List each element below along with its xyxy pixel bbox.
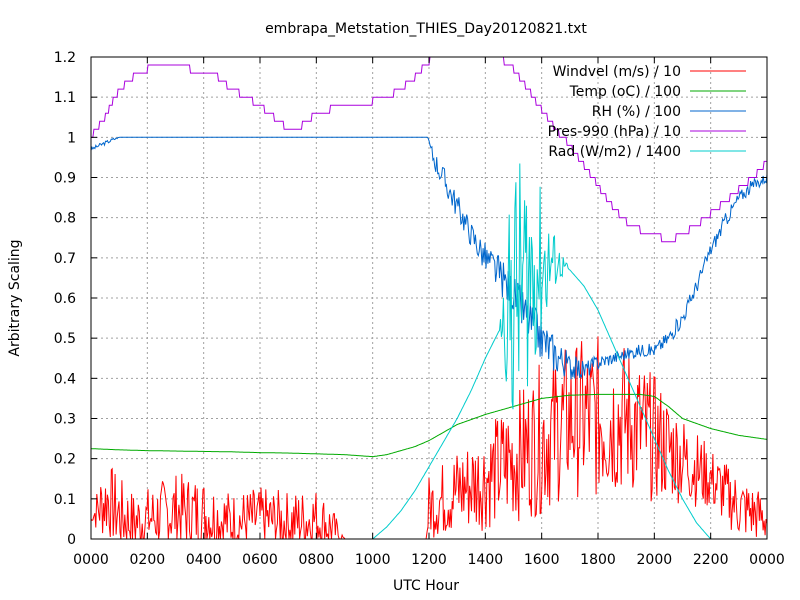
legend-entry-label: Windvel (m/s) / 10 xyxy=(553,64,681,80)
axis-ticks xyxy=(90,56,768,540)
y-tick-label: 0.1 xyxy=(54,492,76,508)
y-tick-label: 0.2 xyxy=(54,452,76,468)
y-tick-label: 0.8 xyxy=(54,211,76,227)
x-tick-label: 1000 xyxy=(355,552,391,568)
y-tick-label: 0.5 xyxy=(54,331,76,347)
legend-entry-label: Pres-990 (hPa) / 10 xyxy=(548,124,681,140)
y-tick-label: 1 xyxy=(67,130,76,146)
x-tick-label: 0200 xyxy=(130,552,166,568)
series-line xyxy=(91,57,767,243)
x-tick-label: 1600 xyxy=(524,552,560,568)
y-tick-label: 1.2 xyxy=(54,50,76,66)
y-tick-label: 0.9 xyxy=(54,171,76,187)
legend: Windvel (m/s) / 10 Temp (oC) / 100 RH (%) … xyxy=(548,64,746,160)
x-tick-label: 0000 xyxy=(73,552,109,568)
y-tick-label: 0.3 xyxy=(54,412,76,428)
x-tick-label: 0000 xyxy=(749,552,785,568)
y-tick-label: 0.6 xyxy=(54,291,76,307)
x-axis-label: UTC Hour xyxy=(393,578,459,594)
x-tick-label: 1800 xyxy=(580,552,616,568)
y-tick-label: 1.1 xyxy=(54,90,76,106)
y-axis-label: Arbitrary Scaling xyxy=(7,239,23,356)
series-line xyxy=(91,136,767,380)
y-tick-label: 0 xyxy=(67,532,76,548)
x-tick-label: 1400 xyxy=(468,552,504,568)
series-line xyxy=(91,336,767,539)
x-tick-label: 0600 xyxy=(242,552,278,568)
x-tick-label: 0400 xyxy=(186,552,222,568)
y-tick-label: 0.7 xyxy=(54,251,76,267)
y-tick-labels: 0 0.1 0.2 0.3 0.4 0.5 0.6 0.7 0.8 0.9 1 1.1 1.2 xyxy=(54,50,76,548)
x-tick-label: 2000 xyxy=(637,552,673,568)
series-line xyxy=(91,393,767,458)
x-tick-label: 0800 xyxy=(299,552,335,568)
legend-entry-label: Rad (W/m2) / 1400 xyxy=(548,144,681,160)
chart-title: embrapa_Metstation_THIES_Day20120821.txt xyxy=(265,21,587,37)
legend-entry-label: RH (%) / 100 xyxy=(592,104,681,120)
series-line xyxy=(91,163,767,539)
x-tick-label: 1200 xyxy=(411,552,447,568)
x-tick-labels: 0000 0200 0400 0600 0800 1000 1200 1400 1600 1800… xyxy=(73,552,785,568)
y-tick-label: 0.4 xyxy=(54,371,76,387)
series-lines xyxy=(91,57,767,539)
x-tick-label: 2200 xyxy=(693,552,729,568)
legend-entry-label: Temp (oC) / 100 xyxy=(569,84,681,100)
